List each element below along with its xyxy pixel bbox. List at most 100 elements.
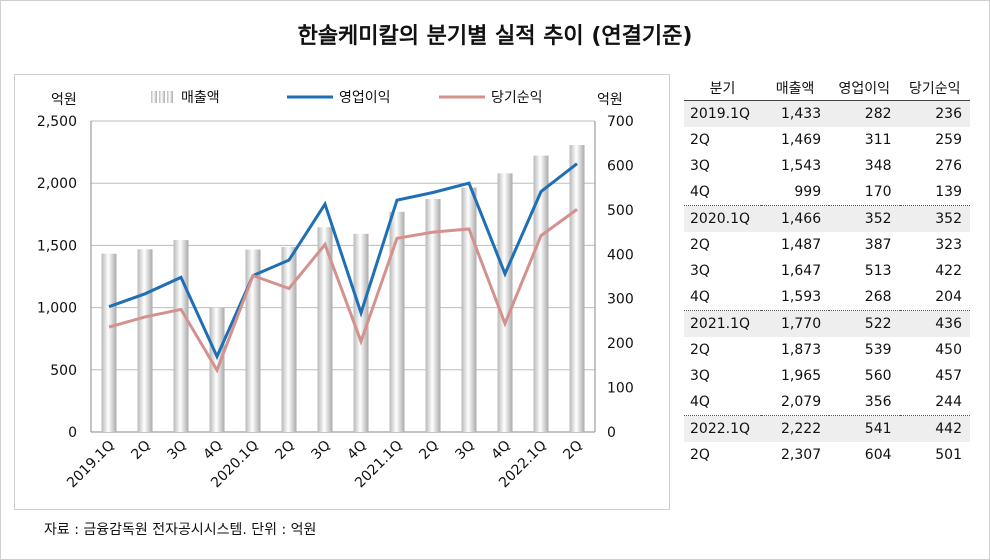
cell-quarter: 2Q <box>690 447 710 463</box>
cell-quarter: 3Q <box>690 263 710 279</box>
bar-revenue <box>245 249 261 432</box>
cell-revenue: 2,079 <box>761 389 830 416</box>
cell-operating-profit: 541 <box>829 415 900 442</box>
cell-operating-profit: 604 <box>864 447 892 463</box>
bar-revenue <box>425 198 441 432</box>
cell-quarter: 2020.1Q <box>684 205 762 232</box>
bar-revenue <box>101 253 117 432</box>
y-left-tick-label: 1,500 <box>37 238 77 254</box>
bar-revenue <box>533 155 549 432</box>
table-row: 4Q 999 170 139 <box>684 179 970 206</box>
cell-quarter: 2022.1Q <box>684 415 762 442</box>
results-table: 분기 매출액 영업이익 당기순익 2019.1Q 1,433 282 236 2Q 1,4… <box>684 76 970 468</box>
cell-operating-profit: 539 <box>864 342 892 358</box>
bar-revenue <box>173 240 189 432</box>
bar-revenue <box>497 173 513 432</box>
combo-chart: 0 500 1,000 1,500 2,000 2,500 0 100 200 300 400 500… <box>37 90 634 492</box>
cell-net-income: 204 <box>899 284 970 311</box>
y-left-tick-label: 500 <box>50 363 77 379</box>
table-row: 2022.1Q 2,222 541 442 <box>684 415 970 442</box>
page-title: 한솔케미칼의 분기별 실적 추이 (연결기준) <box>297 24 693 49</box>
bar-revenue <box>281 247 297 432</box>
y-left-tick-label: 2,000 <box>37 176 77 192</box>
cell-quarter: 4Q <box>684 284 762 311</box>
cell-revenue: 999 <box>761 179 830 206</box>
table-row: 2021.1Q 1,770 522 436 <box>684 310 970 337</box>
x-tick-label: 4Q <box>344 438 369 463</box>
bar-revenue <box>137 249 153 432</box>
table-row: 2019.1Q 1,433 282 236 <box>684 100 970 127</box>
x-tick-label: 2Q <box>272 438 297 463</box>
cell-operating-profit: 513 <box>864 263 892 279</box>
cell-revenue: 1,770 <box>761 310 830 337</box>
cell-revenue: 1,466 <box>761 205 830 232</box>
cell-net-income: 422 <box>935 263 962 279</box>
cell-net-income: 352 <box>899 205 970 232</box>
cell-net-income: 501 <box>935 447 962 463</box>
cell-revenue: 1,965 <box>781 368 822 384</box>
cell-quarter: 3Q <box>690 368 710 384</box>
table-row: 4Q 1,593 268 204 <box>684 284 970 311</box>
table-row: 2020.1Q 1,466 352 352 <box>684 205 970 232</box>
cell-quarter: 2021.1Q <box>684 310 762 337</box>
cell-quarter: 2Q <box>690 132 710 148</box>
bar-revenue <box>569 145 585 432</box>
table-row: 2Q 1,469 311 259 <box>684 127 970 153</box>
legend-swatch-revenue <box>151 91 157 103</box>
cell-revenue: 1,873 <box>781 342 822 358</box>
cell-operating-profit: 170 <box>829 179 900 206</box>
y-right-tick-label: 100 <box>607 381 634 397</box>
cell-quarter: 2Q <box>690 237 710 253</box>
x-tick-label: 3Q <box>164 438 189 463</box>
cell-net-income: 442 <box>899 415 970 442</box>
cell-quarter: 3Q <box>690 158 710 174</box>
table-row: 3Q 1,965 560 457 <box>684 363 970 389</box>
cell-net-income: 450 <box>935 342 962 358</box>
y-right-tick-label: 300 <box>607 292 634 308</box>
cell-net-income: 244 <box>899 389 970 416</box>
legend-label-revenue: 매출액 <box>181 90 220 106</box>
cell-quarter: 4Q <box>684 179 762 206</box>
table-row: 2Q 2,307 604 501 <box>684 442 970 468</box>
table-row: 2Q 1,487 387 323 <box>684 232 970 258</box>
table-row: 3Q 1,543 348 276 <box>684 153 970 179</box>
cell-revenue: 2,307 <box>781 447 822 463</box>
cell-quarter: 4Q <box>684 389 762 416</box>
table-row: 4Q 2,079 356 244 <box>684 389 970 416</box>
col-header-net-income: 당기순익 <box>899 76 970 101</box>
bar-revenue <box>317 227 333 432</box>
y-right-tick-label: 600 <box>607 158 634 174</box>
table-header-row: 분기 매출액 영업이익 당기순익 <box>684 76 970 101</box>
legend-label-net-income: 당기순익 <box>491 90 543 106</box>
cell-quarter: 2019.1Q <box>684 100 762 127</box>
col-header-quarter: 분기 <box>684 76 762 101</box>
y-left-unit-label: 억원 <box>51 92 77 108</box>
cell-net-income: 323 <box>935 237 962 253</box>
cell-revenue: 1,593 <box>761 284 830 311</box>
x-tick-label: 3Q <box>308 438 333 463</box>
bar-revenue <box>389 211 405 432</box>
cell-operating-profit: 348 <box>864 158 892 174</box>
cell-revenue: 1,433 <box>761 100 830 127</box>
cell-operating-profit: 282 <box>829 100 900 127</box>
y-right-tick-label: 200 <box>607 336 634 352</box>
line-operating-profit <box>108 162 578 361</box>
x-tick-label: 4Q <box>488 438 513 463</box>
cell-revenue: 1,469 <box>781 132 822 148</box>
cell-operating-profit: 268 <box>829 284 900 311</box>
x-tick-label: 3Q <box>452 438 477 463</box>
col-header-revenue: 매출액 <box>761 76 830 101</box>
x-tick-label: 2019.1Q <box>64 438 118 492</box>
bar-revenue <box>353 233 369 432</box>
cell-operating-profit: 522 <box>829 310 900 337</box>
chart-panel: 0 500 1,000 1,500 2,000 2,500 0 100 200 300 400 500… <box>14 74 670 510</box>
cell-net-income: 276 <box>935 158 962 174</box>
cell-net-income: 236 <box>899 100 970 127</box>
x-tick-label: 4Q <box>200 438 225 463</box>
bar-revenue <box>461 187 477 432</box>
y-left-tick-label: 0 <box>68 425 77 441</box>
source-note: 자료 : 금융감독원 전자공시시스템. 단위 : 억원 <box>44 522 317 538</box>
cell-revenue: 1,647 <box>781 263 822 279</box>
y-left-tick-label: 1,000 <box>37 301 77 317</box>
cell-operating-profit: 387 <box>864 237 892 253</box>
